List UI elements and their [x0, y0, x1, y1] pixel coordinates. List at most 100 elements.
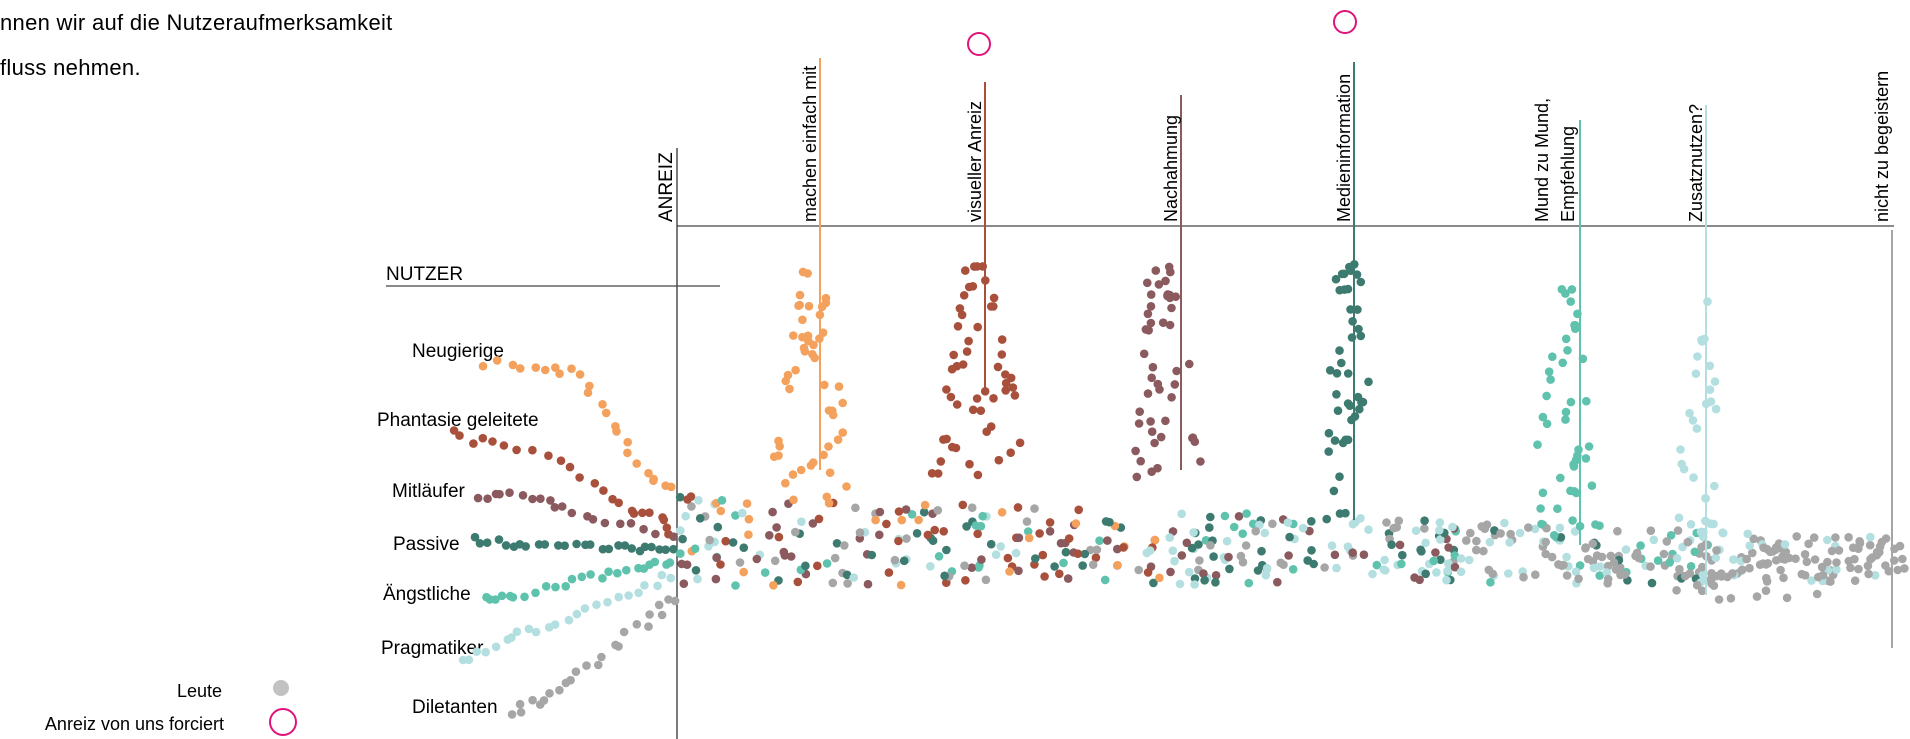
- person-dot: [1170, 380, 1180, 389]
- person-dot: [508, 593, 518, 602]
- person-dot: [662, 523, 672, 532]
- person-dot: [752, 554, 762, 564]
- person-dot: [1327, 541, 1337, 550]
- person-dot: [1035, 529, 1044, 538]
- person-dot: [1161, 416, 1170, 426]
- person-dot: [1729, 555, 1738, 564]
- person-dot: [1184, 567, 1194, 577]
- person-dot: [1206, 541, 1215, 550]
- person-dot: [598, 574, 607, 583]
- person-dot: [1205, 523, 1214, 532]
- person-dot: [1333, 406, 1343, 416]
- person-dot: [744, 514, 754, 524]
- person-dot: [614, 498, 623, 508]
- person-dot: [1335, 472, 1344, 482]
- person-dot: [774, 451, 783, 460]
- person-dot: [1170, 556, 1179, 566]
- person-dot: [1810, 555, 1820, 564]
- person-dot: [659, 515, 669, 525]
- person-dot: [1538, 412, 1548, 422]
- person-dot: [1705, 385, 1715, 395]
- person-dot: [1884, 566, 1894, 576]
- person-dot: [1040, 572, 1049, 581]
- person-dot: [961, 266, 970, 275]
- person-dot: [1692, 424, 1702, 433]
- person-dot: [616, 519, 625, 529]
- person-dot: [554, 541, 563, 550]
- person-dot: [638, 508, 647, 518]
- person-dot: [1443, 566, 1452, 576]
- person-dot: [644, 622, 653, 631]
- person-dot: [494, 535, 504, 544]
- person-dot: [483, 494, 492, 504]
- person-dot: [1273, 577, 1282, 587]
- person-dot: [1776, 565, 1785, 575]
- person-dot: [896, 580, 906, 590]
- person-dot: [1175, 579, 1185, 589]
- person-dot: [942, 545, 951, 555]
- person-dot: [653, 581, 662, 591]
- person-dot: [1482, 520, 1492, 529]
- person-dot: [1346, 305, 1355, 314]
- person-dot: [801, 561, 810, 571]
- person-dot: [1827, 546, 1837, 556]
- person-dot: [795, 290, 805, 300]
- person-dot: [1541, 537, 1550, 547]
- person-dot: [1691, 369, 1701, 379]
- person-dot: [785, 384, 794, 394]
- person-dot: [1343, 542, 1353, 551]
- person-dot: [1791, 554, 1800, 563]
- person-dot: [561, 582, 570, 591]
- person-dot: [678, 534, 687, 544]
- person-dot: [1211, 578, 1220, 587]
- person-dot: [1698, 562, 1707, 572]
- person-dot: [717, 496, 727, 505]
- person-dot: [687, 502, 696, 511]
- person-dot: [1570, 487, 1579, 496]
- person-dot: [1462, 536, 1471, 545]
- person-dot: [1679, 464, 1689, 474]
- person-dot: [739, 543, 749, 552]
- person-dot: [1485, 537, 1495, 547]
- person-dot: [774, 436, 783, 446]
- person-dot: [1832, 565, 1841, 574]
- person-dot: [550, 620, 560, 629]
- person-dot: [1870, 571, 1880, 580]
- person-dot: [1135, 407, 1144, 417]
- stimulus-visueller-anreiz: visueller Anreiz: [965, 32, 991, 390]
- person-dot: [1014, 533, 1023, 543]
- person-dot: [676, 549, 685, 558]
- person-dot: [495, 489, 504, 499]
- legend-forced-label: Anreiz von uns forciert: [45, 714, 224, 734]
- person-dot: [528, 445, 537, 455]
- person-dot: [1142, 548, 1152, 558]
- person-dot: [965, 459, 974, 469]
- person-dot: [693, 574, 702, 584]
- person-dot: [603, 597, 612, 607]
- person-dot: [1171, 292, 1180, 302]
- person-dot: [1686, 562, 1696, 571]
- person-dot: [577, 572, 587, 582]
- person-dot: [940, 571, 949, 581]
- person-dot: [499, 441, 509, 450]
- person-dot: [996, 542, 1005, 551]
- person-dot: [1745, 563, 1754, 573]
- person-dot: [1613, 526, 1622, 536]
- person-dot: [654, 600, 664, 610]
- person-dot: [1242, 509, 1251, 518]
- person-dot: [1013, 503, 1023, 512]
- person-dot: [796, 465, 806, 475]
- person-dot: [1182, 538, 1192, 548]
- person-dot: [1134, 419, 1144, 428]
- person-dot: [1420, 516, 1429, 525]
- person-dot: [1866, 532, 1875, 542]
- person-dot: [1364, 377, 1373, 387]
- person-dot: [765, 531, 774, 540]
- person-dot: [497, 591, 507, 601]
- person-dot: [1435, 526, 1444, 535]
- person-dot: [1659, 549, 1669, 559]
- user-label-phantasie: Phantasie geleitete: [377, 410, 539, 431]
- person-dot: [585, 381, 594, 391]
- person-dot: [481, 647, 491, 657]
- person-dot: [803, 269, 812, 278]
